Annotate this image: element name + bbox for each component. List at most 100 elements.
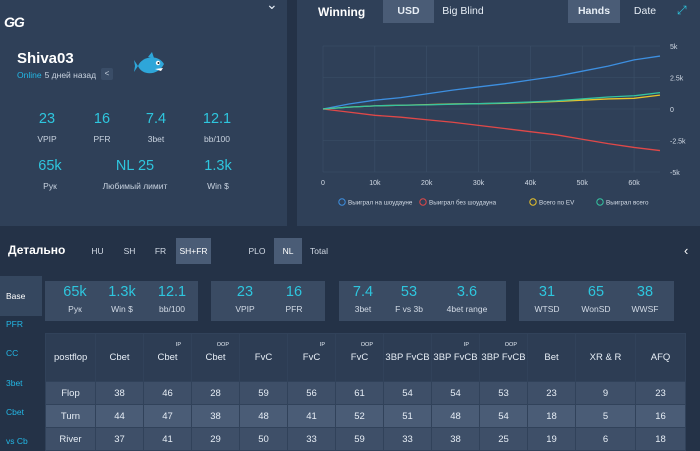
winning-chart: 5k 2.5k 0 -2.5k -5k 0 10k 20k 30k 40k 50k 60k Выигра… bbox=[321, 44, 686, 207]
profile-stat-hands: 65k Рук bbox=[38, 158, 62, 191]
column-label: AFQ bbox=[650, 352, 671, 363]
profile-stat-favorite-limit: NL 25 Любимый лимит bbox=[102, 158, 168, 191]
box-stat-bb100: 12.1 bb/100 bbox=[157, 284, 187, 314]
table-cell[interactable]: 33 bbox=[287, 427, 336, 451]
side-nav-pfr[interactable]: PFR bbox=[6, 319, 23, 329]
table-cell[interactable]: 48 bbox=[431, 404, 480, 428]
table-cell[interactable]: 18 bbox=[527, 404, 576, 428]
side-nav-3bet[interactable]: 3bet bbox=[6, 378, 23, 388]
profile-stat-vpip: 23 VPIP bbox=[37, 111, 57, 144]
table-cell[interactable]: 23 bbox=[527, 381, 576, 405]
table-cell[interactable]: 50 bbox=[239, 427, 288, 451]
x-tick-label: 10k bbox=[369, 180, 381, 187]
table-header-col[interactable]: 3BP FvCB OOP bbox=[479, 333, 528, 382]
share-icon[interactable]: < bbox=[101, 68, 113, 80]
table-cell[interactable]: 54 bbox=[431, 381, 480, 405]
series-line bbox=[322, 91, 661, 110]
table-cell[interactable]: 51 bbox=[383, 404, 432, 428]
box-stat-4bet-range: 3.6 4bet range bbox=[446, 284, 488, 314]
winning-chart-panel bbox=[297, 0, 700, 226]
table-header-col[interactable]: FvC bbox=[239, 333, 288, 382]
table-cell[interactable]: 5 bbox=[575, 404, 636, 428]
table-header-col[interactable]: 3BP FvCB IP bbox=[431, 333, 480, 382]
table-cell[interactable]: 52 bbox=[335, 404, 384, 428]
last-seen: 5 дней назад bbox=[44, 70, 97, 80]
table-cell[interactable]: 44 bbox=[95, 404, 144, 428]
legend-marker bbox=[529, 198, 537, 206]
table-cell[interactable]: 41 bbox=[143, 427, 192, 451]
table-cell[interactable]: 29 bbox=[191, 427, 240, 451]
tab-big-blind[interactable]: Big Blind bbox=[442, 5, 484, 17]
table-cell[interactable]: 47 bbox=[143, 404, 192, 428]
tab-fr[interactable]: FR bbox=[154, 246, 167, 256]
column-position-tag: IP bbox=[463, 342, 469, 348]
table-cell[interactable]: 28 bbox=[191, 381, 240, 405]
table-cell[interactable]: 54 bbox=[479, 404, 528, 428]
table-header-col[interactable]: FvC OOP bbox=[335, 333, 384, 382]
side-nav-cbet[interactable]: Cbet bbox=[6, 407, 24, 417]
table-cell[interactable]: 41 bbox=[287, 404, 336, 428]
table-cell[interactable]: 33 bbox=[383, 427, 432, 451]
table-header-col[interactable]: FvC IP bbox=[287, 333, 336, 382]
table-header-col[interactable]: AFQ bbox=[635, 333, 686, 382]
detail-title: Детально bbox=[8, 243, 66, 257]
table-header-postflop: postflop bbox=[45, 333, 96, 382]
legend-label: Всего по EV bbox=[539, 200, 575, 207]
table-header-col[interactable]: Cbet OOP bbox=[191, 333, 240, 382]
profile-stat-bb100: 12.1 bb/100 bbox=[202, 111, 232, 144]
legend-label: Выиграл на шоудауне bbox=[348, 200, 413, 207]
box-stat-pfr: 16 PFR bbox=[285, 284, 303, 314]
table-header-col[interactable]: Cbet IP bbox=[143, 333, 192, 382]
table-cell[interactable]: 48 bbox=[239, 404, 288, 428]
table-cell[interactable]: 53 bbox=[479, 381, 528, 405]
table-header-col[interactable]: 3BP FvCB bbox=[383, 333, 432, 382]
x-tick-label: 60k bbox=[628, 180, 640, 187]
tab-hu[interactable]: HU bbox=[91, 246, 104, 256]
side-nav-cc[interactable]: CC bbox=[6, 348, 19, 358]
tab-hands[interactable]: Hands bbox=[568, 0, 620, 23]
series-line bbox=[322, 108, 661, 152]
tab-nl[interactable]: NL bbox=[274, 238, 302, 264]
chevron-down-icon[interactable]: ⌄ bbox=[266, 0, 278, 12]
table-cell[interactable]: 46 bbox=[143, 381, 192, 405]
tab-sh[interactable]: SH bbox=[123, 246, 136, 256]
table-cell[interactable]: 61 bbox=[335, 381, 384, 405]
online-status-line: Online 5 дней назад bbox=[17, 70, 96, 80]
table-cell[interactable]: 18 bbox=[635, 427, 686, 451]
column-position-tag: OOP bbox=[216, 342, 229, 348]
tab-usd[interactable]: USD bbox=[383, 0, 434, 23]
tab-sh-fr[interactable]: SH+FR bbox=[176, 238, 211, 264]
column-label: 3BP FvCB bbox=[433, 352, 478, 363]
row-street-label: Turn bbox=[45, 404, 96, 428]
table-cell[interactable]: 9 bbox=[575, 381, 636, 405]
box-stat-wonsd: 65 WonSD bbox=[581, 284, 611, 314]
table-header-row: postflop Cbet Cbet IP Cbet OOP FvC FvC IP FvC OOP… bbox=[45, 333, 686, 382]
expand-icon[interactable]: ⤢ bbox=[677, 3, 687, 17]
chart-title: Winning bbox=[318, 5, 366, 19]
table-cell[interactable]: 37 bbox=[95, 427, 144, 451]
table-cell[interactable]: 6 bbox=[575, 427, 636, 451]
table-cell[interactable]: 59 bbox=[239, 381, 288, 405]
tab-total[interactable]: Total bbox=[310, 246, 328, 256]
table-cell[interactable]: 59 bbox=[335, 427, 384, 451]
table-cell[interactable]: 19 bbox=[527, 427, 576, 451]
table-cell[interactable]: 38 bbox=[95, 381, 144, 405]
y-tick-label: 2.5k bbox=[670, 76, 684, 83]
side-nav-vs-cb[interactable]: vs Cb bbox=[6, 436, 28, 446]
side-nav-base[interactable]: Base bbox=[0, 276, 42, 316]
table-header-col[interactable]: XR & R bbox=[575, 333, 636, 382]
chevron-left-icon[interactable]: ‹ bbox=[684, 243, 689, 258]
column-label: FvC bbox=[350, 352, 369, 363]
table-cell[interactable]: 54 bbox=[383, 381, 432, 405]
table-cell[interactable]: 25 bbox=[479, 427, 528, 451]
table-header-col[interactable]: Cbet bbox=[95, 333, 144, 382]
stat-box-showdown: 31 WTSD 65 WonSD 38 WWSF bbox=[519, 281, 674, 321]
table-cell[interactable]: 16 bbox=[635, 404, 686, 428]
table-header-col[interactable]: Bet bbox=[527, 333, 576, 382]
table-cell[interactable]: 38 bbox=[191, 404, 240, 428]
table-cell[interactable]: 23 bbox=[635, 381, 686, 405]
table-cell[interactable]: 56 bbox=[287, 381, 336, 405]
tab-date[interactable]: Date bbox=[633, 5, 657, 17]
table-cell[interactable]: 38 bbox=[431, 427, 480, 451]
tab-plo[interactable]: PLO bbox=[248, 246, 266, 256]
